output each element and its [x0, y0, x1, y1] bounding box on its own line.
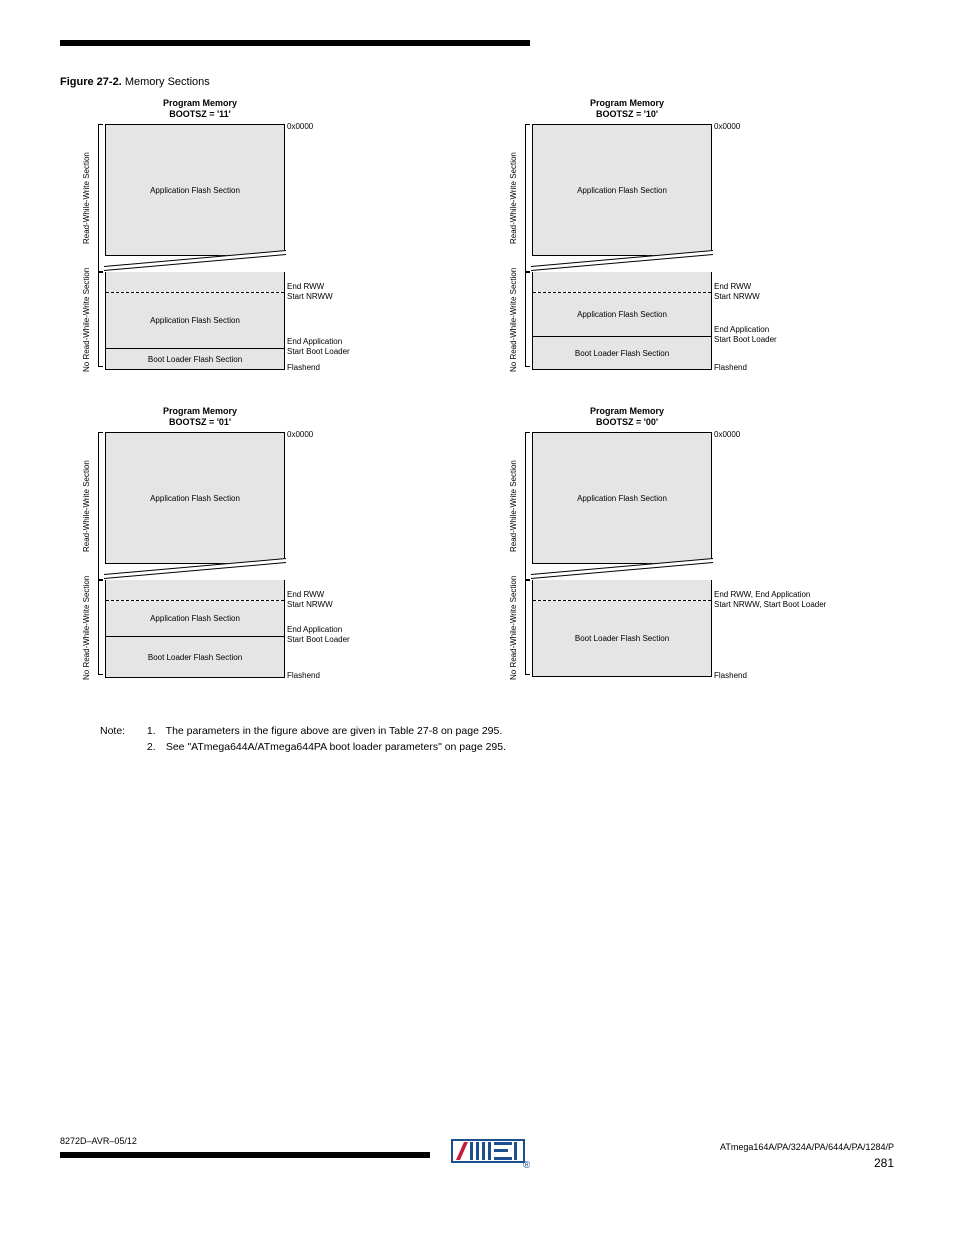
diagram-grid: Program MemoryBOOTSZ = '11' Application F… [60, 98, 894, 706]
bracket-rww [98, 432, 103, 580]
figure-note: Note: 1. The parameters in the figure ab… [100, 724, 894, 756]
note-text-2: See "ATmega644A/ATmega644PA boot loader … [166, 741, 506, 753]
addr-end-rww: End RWW [287, 590, 324, 600]
app-flash-bottom: Application Flash Section [106, 601, 284, 636]
figure-title: Figure 27-2. Memory Sections [60, 76, 894, 88]
addr-start-nrww: Start NRWW [287, 600, 333, 610]
memory-panel: Program MemoryBOOTSZ = '10' Application F… [487, 98, 894, 398]
addr-flashend: Flashend [287, 671, 320, 681]
header-rule [60, 40, 530, 46]
addr-flashend: Flashend [287, 363, 320, 373]
label-nrww: No Read-While-Write Section [509, 573, 518, 683]
addr-start-nrww: Start NRWW, Start Boot Loader [714, 600, 826, 610]
memory-break [531, 258, 713, 263]
footer-doc-id: 8272D–AVR–05/12 [60, 1136, 137, 1146]
memory-panel: Program MemoryBOOTSZ = '11' Application F… [60, 98, 467, 398]
footer-rule [60, 1152, 430, 1158]
app-flash-top: Application Flash Section [106, 433, 284, 563]
addr-flashend: Flashend [714, 671, 747, 681]
label-rww: Read-While-Write Section [509, 451, 518, 561]
panel-title: Program MemoryBOOTSZ = '11' [120, 98, 280, 120]
app-flash-bottom: Application Flash Section [106, 293, 284, 348]
footer-product: ATmega164A/PA/324A/PA/644A/PA/1284/P [720, 1142, 894, 1152]
memory-break [531, 566, 713, 571]
addr-start-boot: Start Boot Loader [714, 335, 777, 345]
label-rww: Read-While-Write Section [82, 451, 91, 561]
addr-start: 0x0000 [714, 122, 740, 132]
boot-loader-section: Boot Loader Flash Section [533, 337, 711, 369]
app-flash-top: Application Flash Section [533, 433, 711, 563]
label-rww: Read-While-Write Section [509, 143, 518, 253]
boot-loader-section: Boot Loader Flash Section [533, 601, 711, 676]
bracket-rww [98, 124, 103, 272]
addr-end-app: End Application [287, 337, 342, 347]
label-nrww: No Read-While-Write Section [82, 265, 91, 375]
svg-text:®: ® [523, 1160, 530, 1171]
memory-panel: Program MemoryBOOTSZ = '01' Application F… [60, 406, 467, 706]
addr-end-rww: End RWW [287, 282, 324, 292]
addr-end-app: End Application [287, 625, 342, 635]
bracket-rww [525, 432, 530, 580]
panel-title: Program MemoryBOOTSZ = '01' [120, 406, 280, 428]
memory-break [104, 258, 286, 263]
boot-loader-section: Boot Loader Flash Section [106, 637, 284, 677]
addr-start-nrww: Start NRWW [714, 292, 760, 302]
page-number: 281 [874, 1156, 894, 1170]
addr-end-rww: End RWW, End Application [714, 590, 810, 600]
app-flash-bottom: Application Flash Section [533, 293, 711, 336]
bracket-nrww [98, 272, 103, 367]
addr-start: 0x0000 [287, 430, 313, 440]
atmel-logo: ® [450, 1136, 530, 1177]
addr-start: 0x0000 [287, 122, 313, 132]
addr-start-boot: Start Boot Loader [287, 347, 350, 357]
addr-end-app: End Application [714, 325, 769, 335]
memory-panel: Program MemoryBOOTSZ = '00' Application F… [487, 406, 894, 706]
boot-loader-section: Boot Loader Flash Section [106, 349, 284, 369]
note-text-1: The parameters in the figure above are g… [166, 725, 503, 737]
app-flash-top: Application Flash Section [533, 125, 711, 255]
panel-title: Program MemoryBOOTSZ = '00' [547, 406, 707, 428]
label-nrww: No Read-While-Write Section [82, 573, 91, 683]
note-num-2: 2. [147, 740, 163, 756]
figure-label: Figure 27-2. [60, 76, 122, 88]
app-flash-top: Application Flash Section [106, 125, 284, 255]
note-label: Note: [100, 724, 144, 740]
bracket-nrww [525, 580, 530, 675]
figure-caption: Memory Sections [125, 76, 210, 88]
addr-end-rww: End RWW [714, 282, 751, 292]
memory-break [104, 566, 286, 571]
addr-start: 0x0000 [714, 430, 740, 440]
addr-start-boot: Start Boot Loader [287, 635, 350, 645]
label-rww: Read-While-Write Section [82, 143, 91, 253]
addr-start-nrww: Start NRWW [287, 292, 333, 302]
bracket-nrww [98, 580, 103, 675]
note-num-1: 1. [147, 724, 163, 740]
bracket-rww [525, 124, 530, 272]
panel-title: Program MemoryBOOTSZ = '10' [547, 98, 707, 120]
addr-flashend: Flashend [714, 363, 747, 373]
bracket-nrww [525, 272, 530, 367]
page-footer: 8272D–AVR–05/12 ® ATmega164A/PA/324A/PA/… [0, 1136, 954, 1196]
label-nrww: No Read-While-Write Section [509, 265, 518, 375]
